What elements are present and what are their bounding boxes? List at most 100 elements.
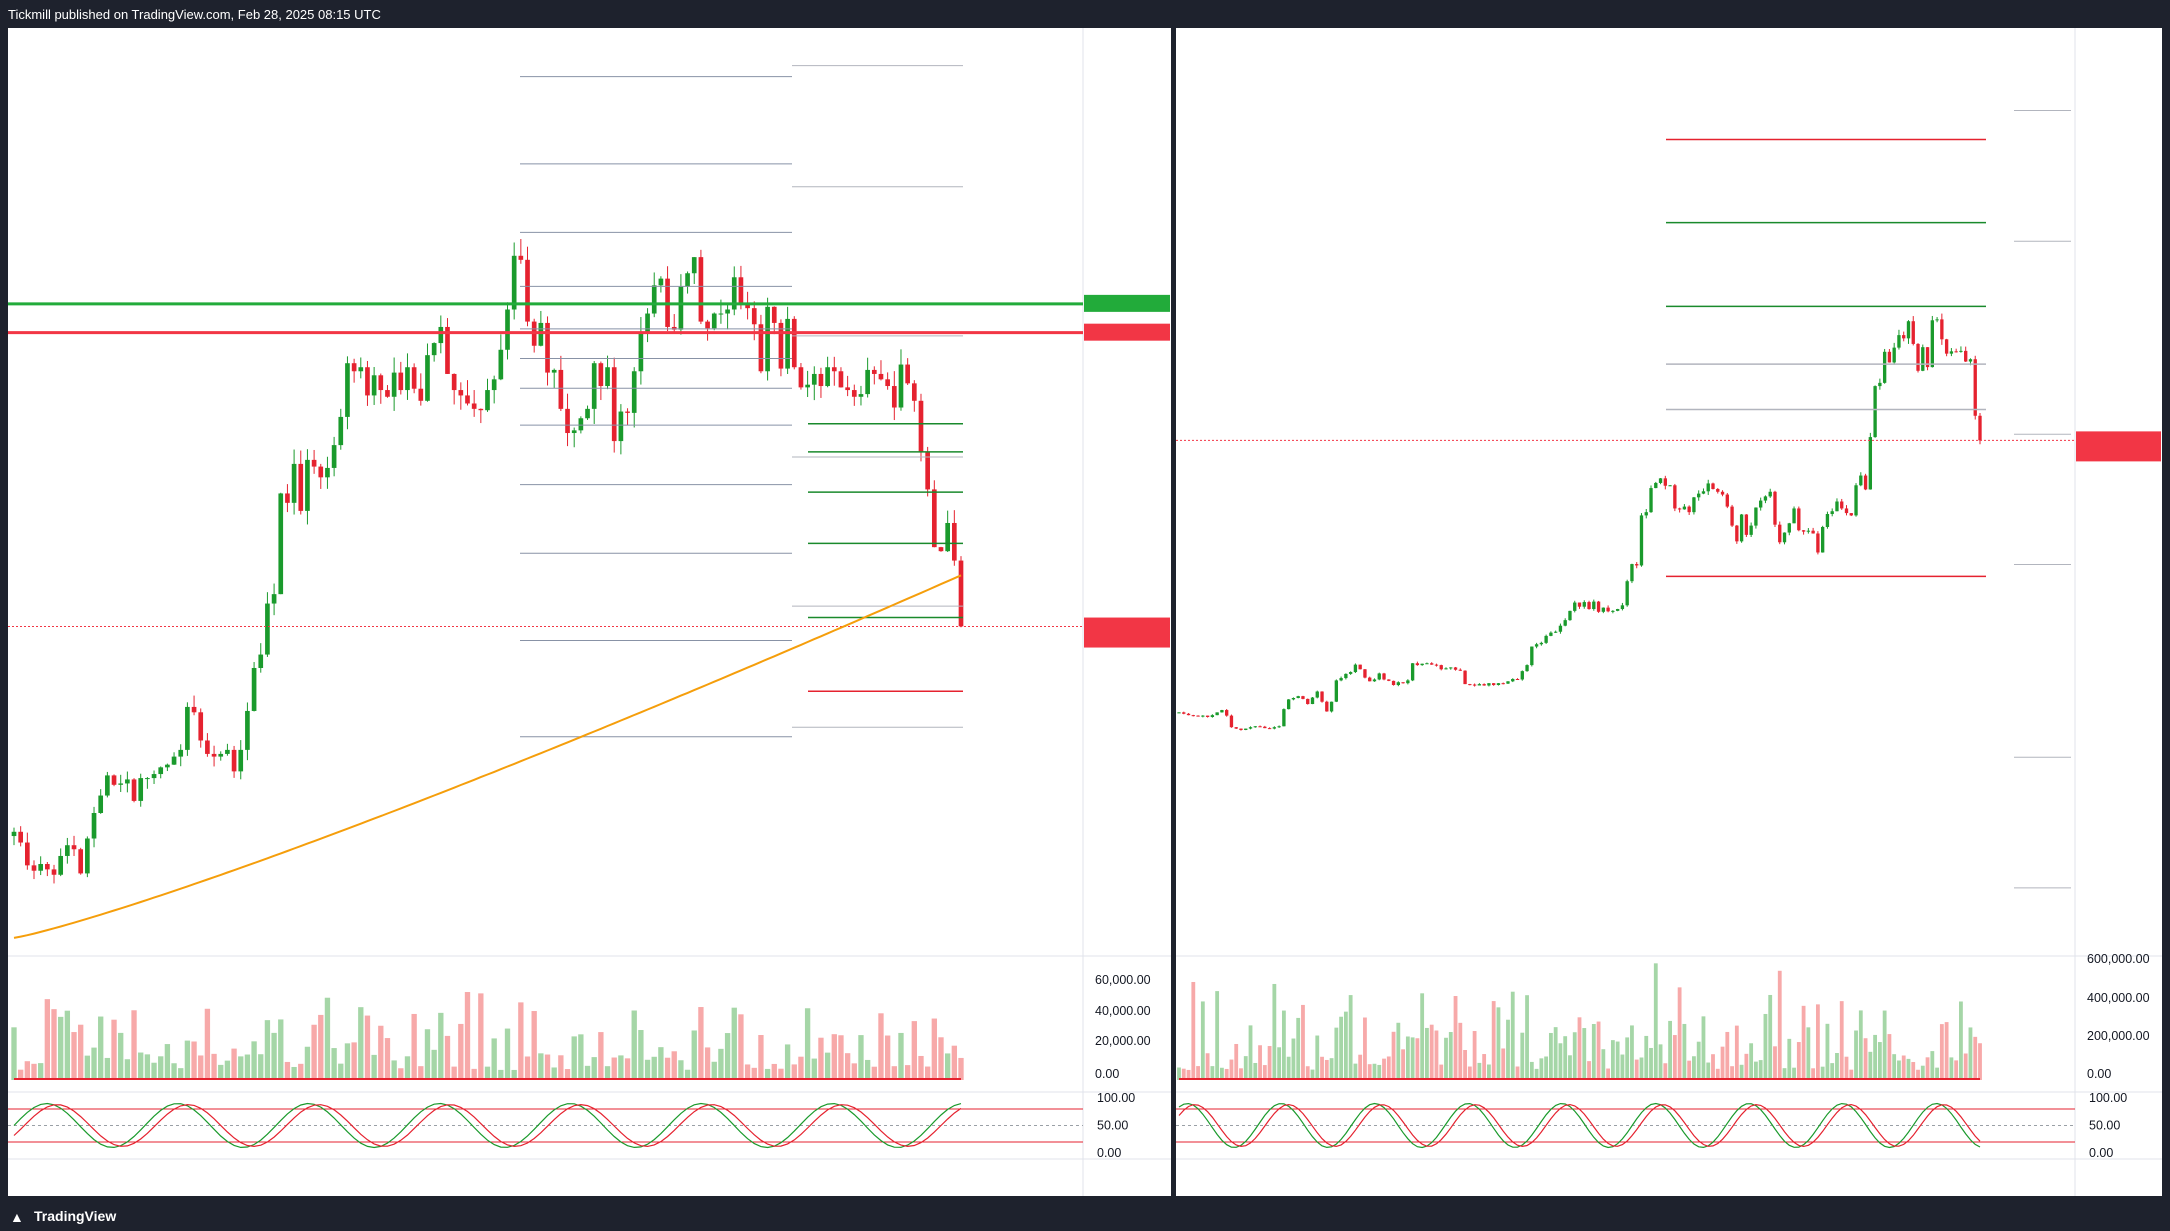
volume-bar	[1610, 1040, 1615, 1080]
volume-bar	[678, 1060, 684, 1080]
volume-bar	[1720, 1046, 1725, 1080]
volume-bar	[1835, 1052, 1839, 1080]
candle-body	[331, 445, 337, 468]
candle-body	[231, 749, 237, 772]
volume-bar	[564, 1069, 571, 1080]
volume-bar	[1868, 1051, 1873, 1080]
candle-body	[1492, 683, 1496, 686]
candle-body	[1649, 488, 1653, 513]
candle-body	[1940, 319, 1944, 340]
candle-body	[1644, 512, 1648, 516]
candle-body	[1506, 681, 1510, 684]
volume-bar	[1916, 1069, 1920, 1080]
volume-bar	[1515, 1066, 1520, 1080]
volume-bar	[1734, 1025, 1739, 1080]
candle-body	[351, 363, 357, 372]
candle-body	[318, 466, 324, 478]
candle-body	[1873, 386, 1877, 438]
volume-bar	[711, 1061, 717, 1080]
volume-bar	[584, 1065, 591, 1080]
chart-weekly-svg[interactable]: 600,000.00 400,000.00 200,000.00 0.00 100.00…	[1176, 28, 2162, 1196]
volume-bar	[1792, 1067, 1796, 1080]
volume-bar	[1911, 1062, 1916, 1080]
candle-body	[758, 324, 764, 372]
volume-bar	[231, 1048, 237, 1080]
volume-bar	[438, 1012, 444, 1080]
volume-bar	[1196, 1066, 1200, 1080]
candle-body	[385, 390, 390, 397]
volume-bar	[738, 1014, 744, 1080]
volume-bar	[1658, 1044, 1663, 1080]
volume-bar	[1429, 1024, 1434, 1080]
candle-body	[1272, 727, 1277, 729]
chart-daily[interactable]: 60,000.00 40,000.00 20,000.00 0.00 100.00 50.…	[8, 28, 1171, 1196]
candle-body	[1925, 347, 1930, 368]
candle-body	[811, 373, 817, 385]
volume-bar	[1386, 1056, 1391, 1080]
candle-body	[278, 493, 284, 595]
volume-bar	[1453, 996, 1458, 1080]
volume-bar	[451, 1066, 457, 1080]
candle-body	[671, 326, 677, 330]
candle-body	[1968, 359, 1973, 362]
volume-bar	[1963, 1053, 1968, 1080]
candle-body	[705, 321, 710, 329]
volume-bar	[98, 1016, 104, 1080]
candle-body	[131, 779, 137, 801]
volume-bar	[624, 1058, 631, 1080]
candle-body	[891, 386, 897, 408]
candle-body	[771, 306, 777, 323]
candle-body	[1730, 506, 1734, 526]
volume-bar	[1782, 1068, 1787, 1080]
volume-bar	[1830, 1063, 1835, 1080]
volume-bar	[1815, 1004, 1820, 1080]
candle-body	[905, 364, 910, 384]
published-text: Tickmill published on TradingView.com, F…	[8, 7, 381, 22]
candle-body	[1849, 513, 1853, 516]
volume-bar	[1949, 1057, 1954, 1080]
candle-body	[838, 371, 844, 388]
volume-bar	[1630, 1025, 1634, 1080]
volume-bar	[264, 1020, 271, 1080]
volume-bar	[464, 992, 471, 1080]
candle-body	[1887, 351, 1892, 363]
volume-bar	[1425, 1027, 1429, 1080]
price-tag-box	[1084, 323, 1170, 341]
price-tag-box	[2076, 431, 2161, 462]
volume-bar	[1491, 1001, 1496, 1080]
volume-bar	[1744, 1053, 1749, 1080]
chart-weekly[interactable]: 600,000.00 400,000.00 200,000.00 0.00 100.00…	[1176, 28, 2162, 1196]
volume-bar	[904, 1065, 911, 1080]
volume-bar	[411, 1013, 417, 1080]
candle-body	[685, 273, 690, 287]
candle-body	[1406, 680, 1410, 684]
volume-bar	[664, 1057, 671, 1080]
candle-body	[1387, 679, 1391, 681]
volume-bar	[1682, 1023, 1687, 1080]
volume-bar	[1739, 1064, 1744, 1080]
candle-body	[725, 309, 730, 314]
stochastic-k-line	[1178, 1102, 1981, 1149]
candle-body	[1587, 602, 1591, 610]
candle-body	[1654, 482, 1658, 489]
volume-bar	[778, 1068, 784, 1080]
volume-bar	[951, 1045, 957, 1080]
candle-body	[585, 408, 590, 419]
chart-daily-svg[interactable]: 60,000.00 40,000.00 20,000.00 0.00 100.00 50.…	[8, 28, 1171, 1196]
candle-body	[498, 349, 504, 380]
volume-bar	[324, 997, 331, 1080]
volume-bar	[511, 1069, 517, 1080]
candle-body	[558, 369, 564, 409]
candle-body	[678, 286, 684, 330]
volume-bar	[138, 1052, 144, 1080]
candle-body	[538, 322, 544, 346]
candle-body	[825, 367, 830, 387]
volume-bar	[184, 1040, 191, 1080]
candle-body	[1763, 496, 1768, 501]
candle-body	[691, 257, 697, 274]
volume-bar	[338, 1063, 344, 1080]
candle-body	[1196, 715, 1200, 717]
candle-body	[345, 363, 350, 417]
volume-bar	[1849, 1069, 1854, 1080]
candle-body	[818, 373, 824, 387]
